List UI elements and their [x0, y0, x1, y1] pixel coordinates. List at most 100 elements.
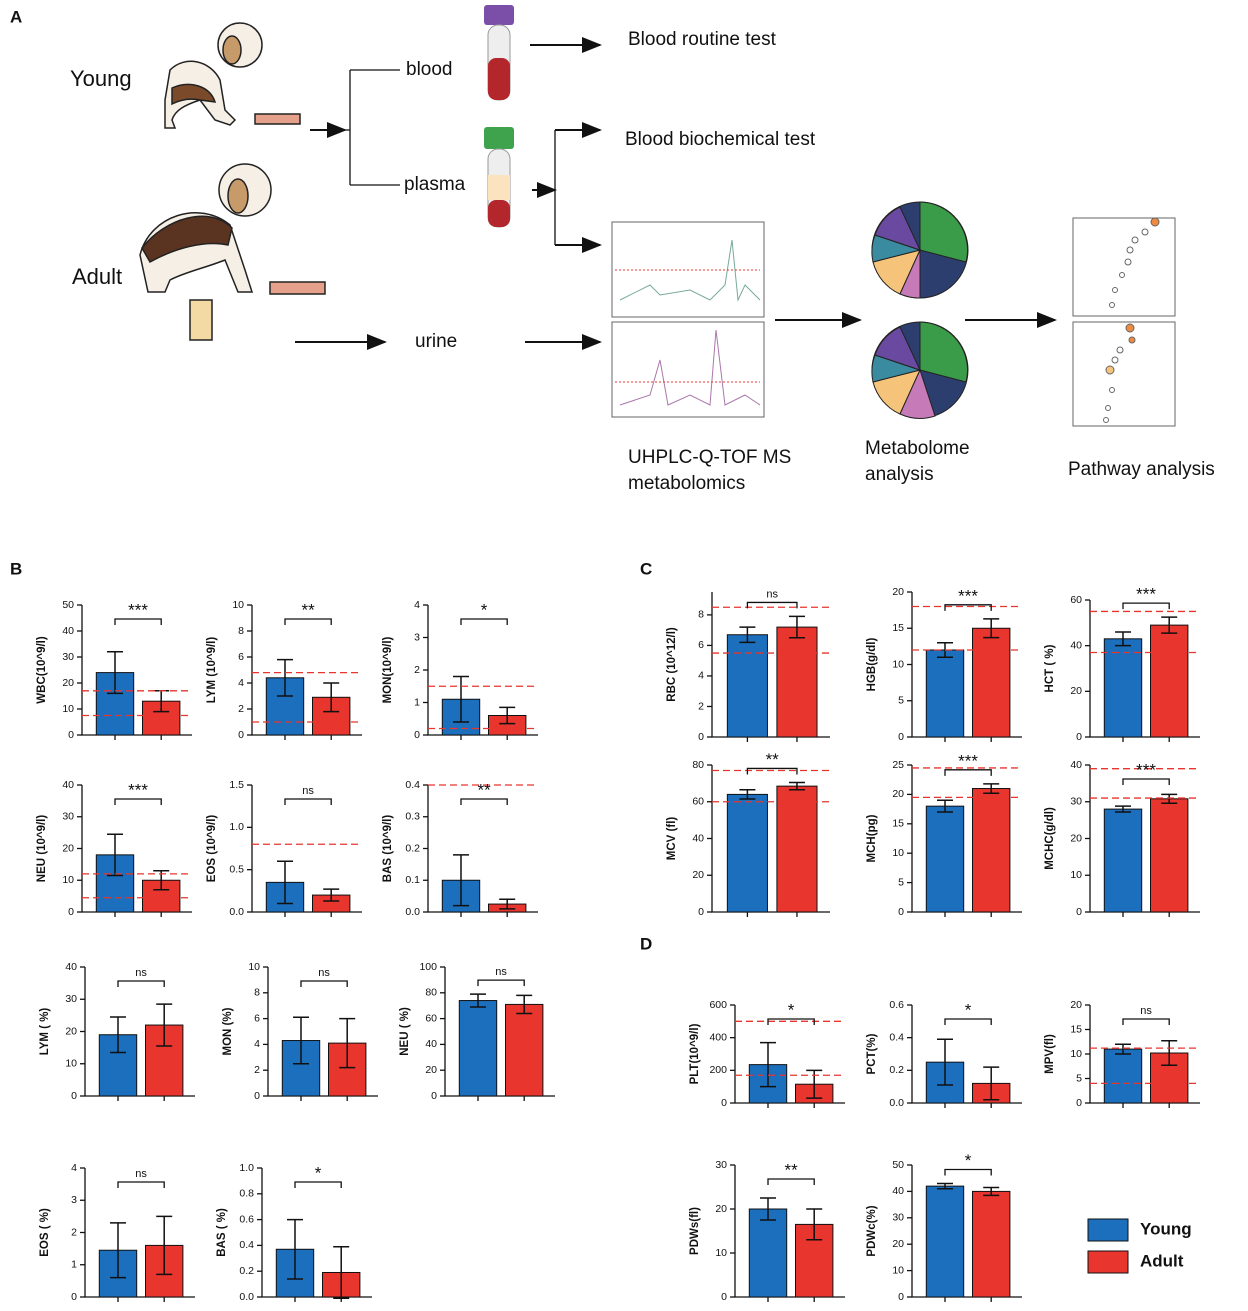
significance-label: ns: [302, 785, 314, 797]
y-tick-label: 0: [254, 1090, 260, 1102]
significance-bracket: [944, 604, 992, 611]
y-axis-label: EOS (10^9/l): [206, 815, 218, 883]
bar: [972, 788, 1011, 913]
y-tick-label: 0.4: [239, 1239, 254, 1251]
y-tick-label: 4: [71, 1162, 77, 1174]
bar: [1150, 798, 1189, 913]
y-tick-label: 10: [892, 1264, 904, 1276]
error-bar: [110, 1222, 126, 1279]
label: Young: [70, 66, 132, 91]
y-tick-label: 0: [898, 906, 904, 918]
y-tick-label: 400: [709, 1031, 727, 1043]
error-bar: [453, 854, 469, 907]
y-tick-label: 10: [62, 874, 74, 886]
significance-bracket: [944, 1168, 992, 1176]
y-tick-label: 0: [68, 906, 74, 918]
significance-bracket: [477, 979, 525, 987]
tube-blood: [484, 5, 514, 101]
significance-bracket: [460, 618, 508, 625]
label: Blood routine test: [628, 29, 777, 50]
y-tick-label: 2: [414, 664, 420, 676]
error-bar: [323, 682, 340, 713]
y-tick-label: 0: [71, 1090, 77, 1102]
legend-swatch: [1087, 1250, 1129, 1274]
y-axis-label: WBC(10^9/l): [36, 636, 48, 704]
y-tick-label: 0.2: [405, 842, 420, 854]
significance-label: ns: [135, 1168, 147, 1180]
y-tick-label: 30: [715, 1159, 727, 1171]
significance-label: **: [766, 750, 780, 769]
bar: [925, 805, 965, 913]
y-axis-label: HGB(g/dl): [866, 638, 878, 692]
y-tick-label: 20: [892, 586, 904, 598]
y-tick-label: 6: [698, 639, 704, 651]
error-bar: [739, 626, 756, 644]
error-bar: [107, 833, 123, 877]
y-tick-label: 50: [62, 599, 74, 611]
significance-label: ns: [318, 967, 330, 979]
significance-bracket: [1122, 1018, 1170, 1025]
panel-label: C: [640, 559, 652, 578]
y-tick-label: 80: [692, 759, 704, 771]
y-tick-label: 30: [892, 1212, 904, 1224]
y-tick-label: 0: [1076, 1097, 1082, 1109]
chromatogram: [611, 221, 765, 318]
error-bar: [156, 1003, 173, 1047]
y-tick-label: 40: [65, 961, 77, 973]
y-tick-label: 0.4: [889, 1031, 904, 1043]
error-bar: [277, 658, 293, 697]
y-axis-label: PLT(10^9/l): [689, 1023, 701, 1084]
y-tick-label: 8: [238, 625, 244, 637]
significance-label: ***: [128, 780, 148, 799]
significance-label: ns: [495, 966, 507, 978]
significance-bracket: [284, 798, 332, 805]
significance-bracket: [746, 601, 798, 609]
y-tick-label: 15: [892, 818, 904, 830]
y-tick-label: 10: [232, 599, 244, 611]
bar: [1150, 1052, 1189, 1104]
y-tick-label: 60: [425, 1012, 437, 1024]
y-tick-label: 2: [71, 1226, 77, 1238]
y-tick-label: 5: [898, 876, 904, 888]
y-tick-label: 30: [1070, 796, 1082, 808]
significance-bracket: [746, 767, 798, 775]
label: Blood biochemical test: [625, 129, 816, 150]
bar: [328, 1042, 367, 1097]
y-tick-label: 0.8: [239, 1188, 254, 1200]
significance-label: ***: [958, 586, 978, 605]
y-tick-label: 4: [414, 599, 420, 611]
y-tick-label: 10: [62, 703, 74, 715]
y-tick-label: 6: [238, 651, 244, 663]
significance-bracket: [767, 1178, 815, 1185]
y-tick-label: 10: [1070, 1048, 1082, 1060]
y-tick-label: 0.1: [405, 874, 420, 886]
significance-bracket: [300, 980, 348, 987]
error-bar: [1115, 1043, 1131, 1055]
bar: [972, 627, 1011, 738]
y-tick-label: 0: [1076, 731, 1082, 743]
y-tick-label: 0: [698, 731, 704, 743]
error-bar: [453, 675, 469, 723]
y-tick-label: 20: [1070, 999, 1082, 1011]
legend-label: Young: [1140, 1219, 1192, 1238]
label: Pathway analysis: [1068, 459, 1215, 480]
error-bar: [788, 615, 805, 639]
error-bar: [739, 789, 756, 800]
y-tick-label: 0.0: [229, 906, 244, 918]
significance-label: *: [481, 600, 488, 619]
y-tick-label: 8: [254, 987, 260, 999]
y-axis-label: NEU (10^9/l): [36, 815, 48, 883]
panel-label: D: [640, 934, 652, 953]
y-tick-label: 60: [1070, 594, 1082, 606]
y-tick-label: 50: [892, 1159, 904, 1171]
y-axis-label: LYM ( %): [39, 1008, 51, 1056]
error-bar: [788, 781, 805, 791]
bar: [1103, 638, 1143, 738]
y-tick-label: 4: [698, 670, 704, 682]
y-tick-label: 0: [68, 729, 74, 741]
y-tick-label: 0: [431, 1090, 437, 1102]
significance-label: *: [965, 1000, 972, 1019]
y-tick-label: 60: [692, 796, 704, 808]
significance-label: *: [965, 1151, 972, 1170]
y-axis-label: RBC (10^12/l): [666, 627, 678, 702]
